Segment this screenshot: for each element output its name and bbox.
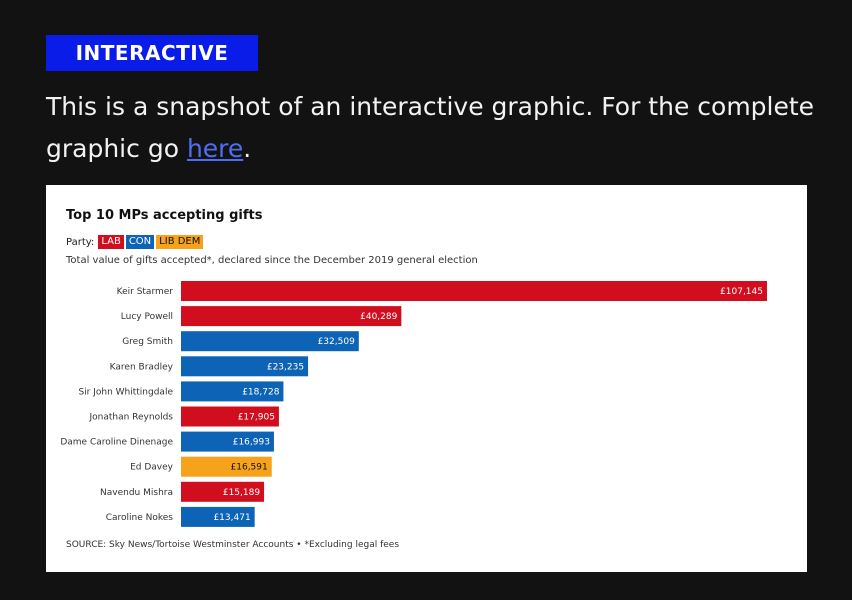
bar-chart: Keir Starmer £107,145 Lucy Powell £40,289 Gr… bbox=[60, 281, 767, 527]
intro-sentence: This is a snapshot of an interactive gra… bbox=[46, 92, 815, 163]
intro-text: This is a snapshot of an interactive gra… bbox=[46, 86, 826, 170]
category-label: Navendu Mishra bbox=[100, 488, 173, 498]
intro-period: . bbox=[243, 134, 252, 163]
party-legend-label: Party: bbox=[66, 236, 95, 248]
bar bbox=[181, 331, 359, 352]
value-label: £13,471 bbox=[213, 513, 250, 523]
value-label: £32,509 bbox=[318, 337, 355, 347]
category-label: Jonathan Reynolds bbox=[88, 413, 173, 423]
value-label: £18,728 bbox=[242, 387, 279, 397]
bar bbox=[181, 456, 272, 477]
category-label: Ed Davey bbox=[130, 463, 174, 473]
bar bbox=[181, 281, 767, 301]
interactive-badge: INTERACTIVE bbox=[46, 35, 258, 71]
legend-chip-con: CON bbox=[125, 235, 155, 249]
value-label: £40,289 bbox=[360, 312, 397, 322]
bar bbox=[181, 306, 402, 327]
value-label: £16,993 bbox=[233, 438, 270, 448]
value-label: £15,189 bbox=[223, 488, 260, 498]
category-label: Keir Starmer bbox=[117, 287, 174, 297]
category-label: Karen Bradley bbox=[110, 362, 174, 372]
chart-subtitle: Total value of gifts accepted*, declared… bbox=[66, 255, 478, 266]
value-label: £16,591 bbox=[231, 463, 268, 473]
bar bbox=[181, 406, 279, 427]
chart-card: Top 10 MPs accepting gifts Party: LAB CO… bbox=[46, 185, 807, 572]
category-label: Dame Caroline Dinenage bbox=[60, 438, 173, 448]
category-label: Lucy Powell bbox=[121, 312, 173, 322]
category-label: Greg Smith bbox=[122, 337, 173, 347]
value-label: £17,905 bbox=[238, 413, 275, 423]
category-label: Sir John Whittingdale bbox=[78, 387, 173, 397]
bar bbox=[181, 481, 265, 502]
bar bbox=[181, 431, 274, 452]
chart-source: SOURCE: Sky News/Tortoise Westminster Ac… bbox=[66, 540, 400, 550]
bar bbox=[181, 506, 255, 527]
chart-title: Top 10 MPs accepting gifts bbox=[66, 208, 263, 223]
legend-chip-lab: LAB bbox=[98, 235, 124, 249]
value-label: £107,145 bbox=[720, 287, 763, 297]
bar bbox=[181, 381, 284, 402]
legend-chip-libdem: LIB DEM bbox=[156, 235, 204, 249]
here-link[interactable]: here bbox=[186, 134, 244, 163]
category-label: Caroline Nokes bbox=[106, 513, 174, 523]
bar bbox=[181, 356, 309, 377]
value-label: £23,235 bbox=[267, 362, 304, 372]
party-legend: Party: LAB CON LIB DEM bbox=[66, 235, 204, 249]
